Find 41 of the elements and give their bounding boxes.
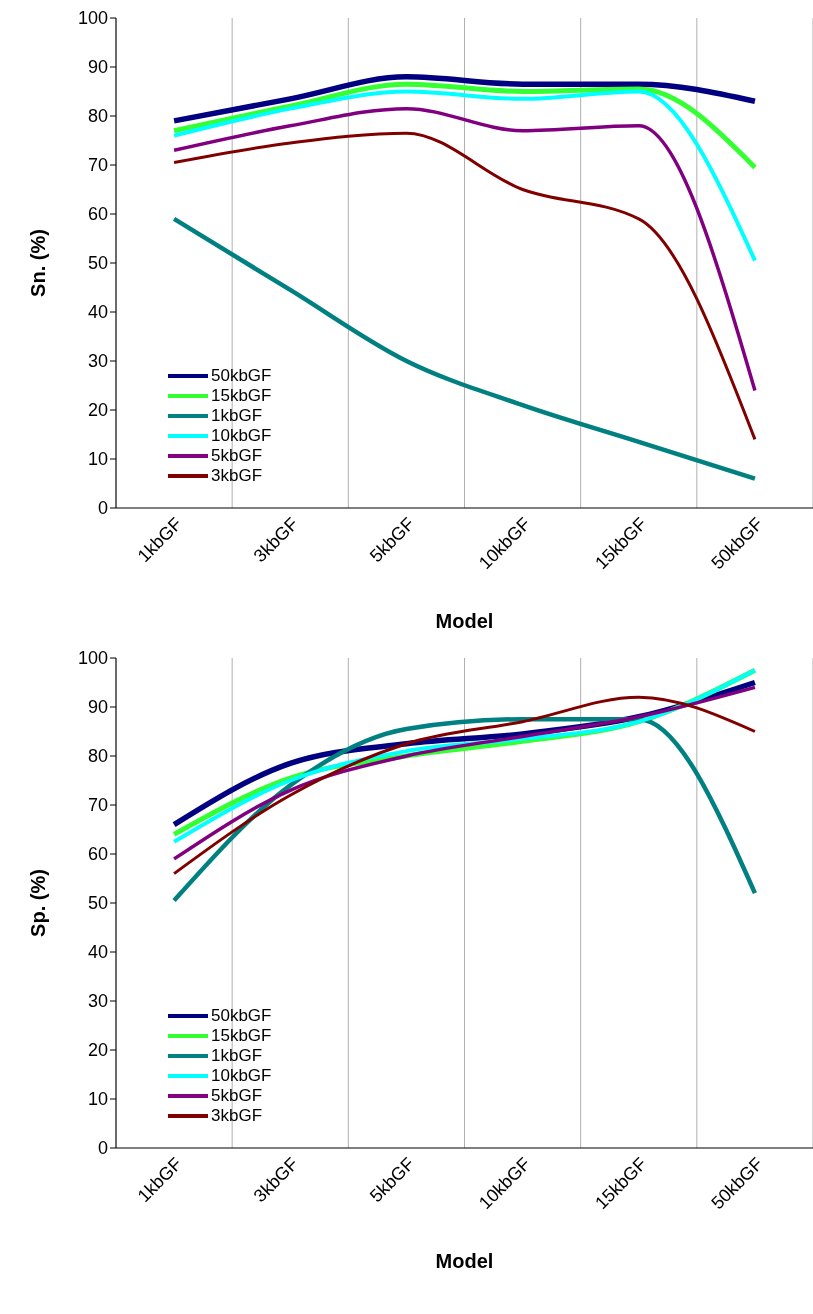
legend-label: 1kbGF: [211, 1046, 263, 1066]
x-axis-title: Model: [435, 610, 494, 632]
y-tick-label: 60: [87, 204, 108, 225]
legend-label: 1kbGF: [211, 406, 263, 426]
y-tick-label: 50: [87, 893, 108, 914]
legend-label: 50kbGF: [211, 1006, 272, 1026]
y-tick-label: 30: [87, 351, 108, 372]
legend-label: 10kbGF: [211, 1066, 272, 1086]
y-tick-label: 40: [87, 942, 108, 963]
y-tick-label: 100: [77, 8, 108, 29]
y-tick-label: 30: [87, 991, 108, 1012]
y-axis-title: Sn. (%): [27, 229, 50, 297]
y-tick-label: 50: [87, 253, 108, 274]
line-series: [171, 216, 758, 481]
legend-label: 15kbGF: [211, 1026, 272, 1046]
y-tick-label: 70: [87, 155, 108, 176]
legend-label: 3kbGF: [211, 466, 263, 486]
y-tick-label: 10: [87, 1089, 108, 1110]
legend-label: 50kbGF: [211, 366, 272, 386]
legend-label: 15kbGF: [211, 386, 272, 406]
y-tick-label: 10: [87, 449, 108, 470]
y-tick-label: 20: [87, 400, 108, 421]
y-tick-label: 100: [77, 648, 108, 669]
line-series: [172, 89, 757, 263]
y-tick-label: 70: [87, 795, 108, 816]
legend-label: 5kbGF: [211, 1086, 263, 1106]
y-tick-label: 80: [87, 746, 108, 767]
y-tick-label: 40: [87, 302, 108, 323]
y-tick-label: 0: [97, 1138, 108, 1159]
legend-label: 5kbGF: [211, 446, 263, 466]
legend-label: 10kbGF: [211, 426, 272, 446]
y-tick-label: 90: [87, 57, 108, 78]
y-tick-label: 20: [87, 1040, 108, 1061]
line-series: [172, 131, 757, 441]
y-tick-label: 0: [97, 498, 108, 519]
y-tick-label: 80: [87, 106, 108, 127]
y-tick-label: 60: [87, 844, 108, 865]
legend-label: 3kbGF: [211, 1106, 263, 1126]
x-axis-title: Model: [435, 1250, 494, 1272]
y-tick-label: 90: [87, 697, 108, 718]
y-axis-title: Sp. (%): [27, 869, 50, 937]
